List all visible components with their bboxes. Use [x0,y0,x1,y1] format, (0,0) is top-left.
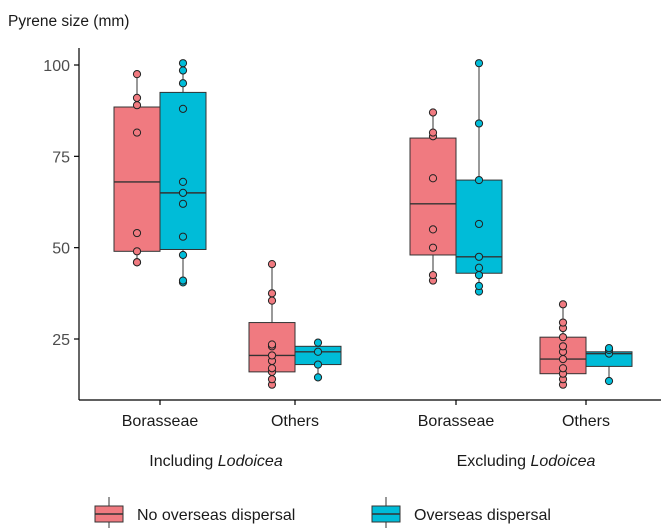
data-point [132,93,142,102]
x-tick-label: Borasseae [122,413,199,430]
data-point [474,281,484,291]
data-point [178,177,188,187]
data-point [313,373,323,382]
data-point [267,351,277,360]
data-point [428,225,438,234]
box-plot-area [113,59,633,389]
data-point [474,219,484,229]
data-point [267,340,277,349]
data-point [178,188,188,197]
group-label: Including Lodoicea [149,453,283,470]
legend: No overseas dispersal Overseas dispersal [94,497,551,528]
data-point [178,250,188,260]
data-point [178,232,188,241]
legend-label: Overseas dispersal [414,507,551,524]
data-point [132,228,142,238]
data-point [178,104,188,113]
data-point [313,360,323,369]
x-tick-label: Others [562,413,610,430]
data-point [428,243,438,252]
data-point [267,260,277,269]
data-point [132,128,142,137]
y-tick-label: 50 [52,241,70,258]
data-point [474,252,484,261]
data-point [558,342,568,351]
data-point [178,79,188,88]
data-point [428,108,438,117]
box-series-1 [294,338,342,382]
data-point [132,101,142,110]
box-iqr [159,91,207,250]
x-tick-label: Borasseae [418,413,495,430]
data-point [604,344,614,353]
data-point [558,318,568,327]
box-series-0 [248,260,296,389]
data-point [267,375,277,384]
data-point [474,263,484,272]
box-series-0 [409,108,457,285]
data-point [474,119,484,128]
data-point [178,276,188,285]
data-point [474,270,484,280]
data-point [428,270,438,280]
box-series-1 [455,59,503,296]
data-point [178,59,188,68]
data-point [474,59,484,68]
box-series-1 [159,59,207,287]
data-point [132,247,142,256]
y-tick-label: 25 [52,332,70,349]
y-axis-title: Pyrene size (mm) [8,13,129,30]
y-tick-label: 75 [52,149,70,166]
box-iqr [409,137,457,256]
data-point [474,175,484,185]
y-axis-ticks: 25 50 75 100 [43,58,79,349]
x-axis-labels: Borasseae Others Including Lodoicea Borasse… [122,400,610,470]
data-point [558,354,568,364]
data-point [558,333,568,342]
data-point [558,300,568,309]
data-point [604,376,614,386]
data-point [267,289,277,298]
box-series-0 [539,300,587,389]
data-point [178,199,188,208]
data-point [428,128,438,137]
y-tick-label: 100 [43,58,70,75]
data-point [313,347,323,356]
group-label: Excluding Lodoicea [457,453,596,470]
data-point [178,66,188,75]
data-point [313,338,323,347]
data-point [132,70,142,79]
data-point [132,258,142,267]
box-series-0 [113,70,161,267]
x-tick-label: Others [271,413,319,430]
data-point [558,364,568,373]
legend-label: No overseas dispersal [137,507,295,524]
data-point [267,364,277,373]
data-point [267,296,277,305]
box-series-1 [585,344,633,386]
data-point [428,174,438,183]
